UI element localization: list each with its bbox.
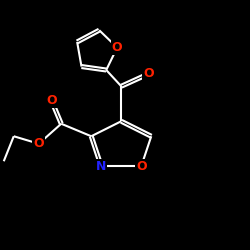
Text: O: O [112,41,122,54]
Text: O: O [46,94,56,106]
Text: N: N [96,160,106,173]
Text: O: O [144,67,154,80]
Text: O: O [34,137,44,150]
Text: O: O [136,160,146,173]
